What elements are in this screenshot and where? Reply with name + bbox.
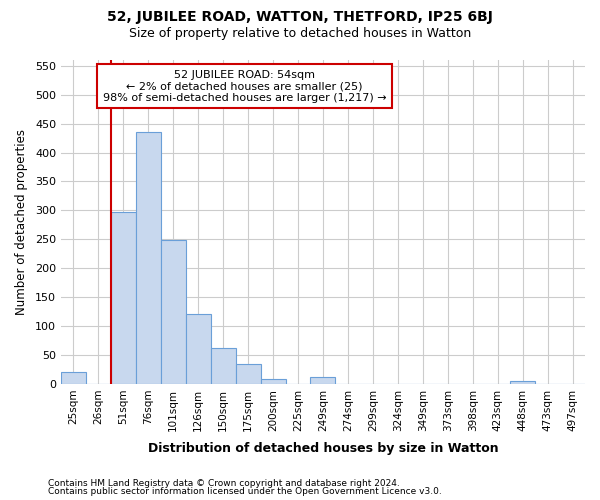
Bar xyxy=(310,377,335,384)
Bar xyxy=(61,372,86,384)
Text: 52 JUBILEE ROAD: 54sqm
← 2% of detached houses are smaller (25)
98% of semi-deta: 52 JUBILEE ROAD: 54sqm ← 2% of detached … xyxy=(103,70,386,103)
Text: Contains HM Land Registry data © Crown copyright and database right 2024.: Contains HM Land Registry data © Crown c… xyxy=(48,478,400,488)
Bar xyxy=(236,364,260,384)
Bar xyxy=(260,378,286,384)
Text: Size of property relative to detached houses in Watton: Size of property relative to detached ho… xyxy=(129,28,471,40)
Text: 52, JUBILEE ROAD, WATTON, THETFORD, IP25 6BJ: 52, JUBILEE ROAD, WATTON, THETFORD, IP25… xyxy=(107,10,493,24)
Y-axis label: Number of detached properties: Number of detached properties xyxy=(15,129,28,315)
Bar xyxy=(510,381,535,384)
Bar xyxy=(111,212,136,384)
Bar xyxy=(161,240,186,384)
Bar xyxy=(211,348,236,384)
Text: Contains public sector information licensed under the Open Government Licence v3: Contains public sector information licen… xyxy=(48,487,442,496)
Bar xyxy=(186,314,211,384)
Bar xyxy=(136,132,161,384)
X-axis label: Distribution of detached houses by size in Watton: Distribution of detached houses by size … xyxy=(148,442,498,455)
